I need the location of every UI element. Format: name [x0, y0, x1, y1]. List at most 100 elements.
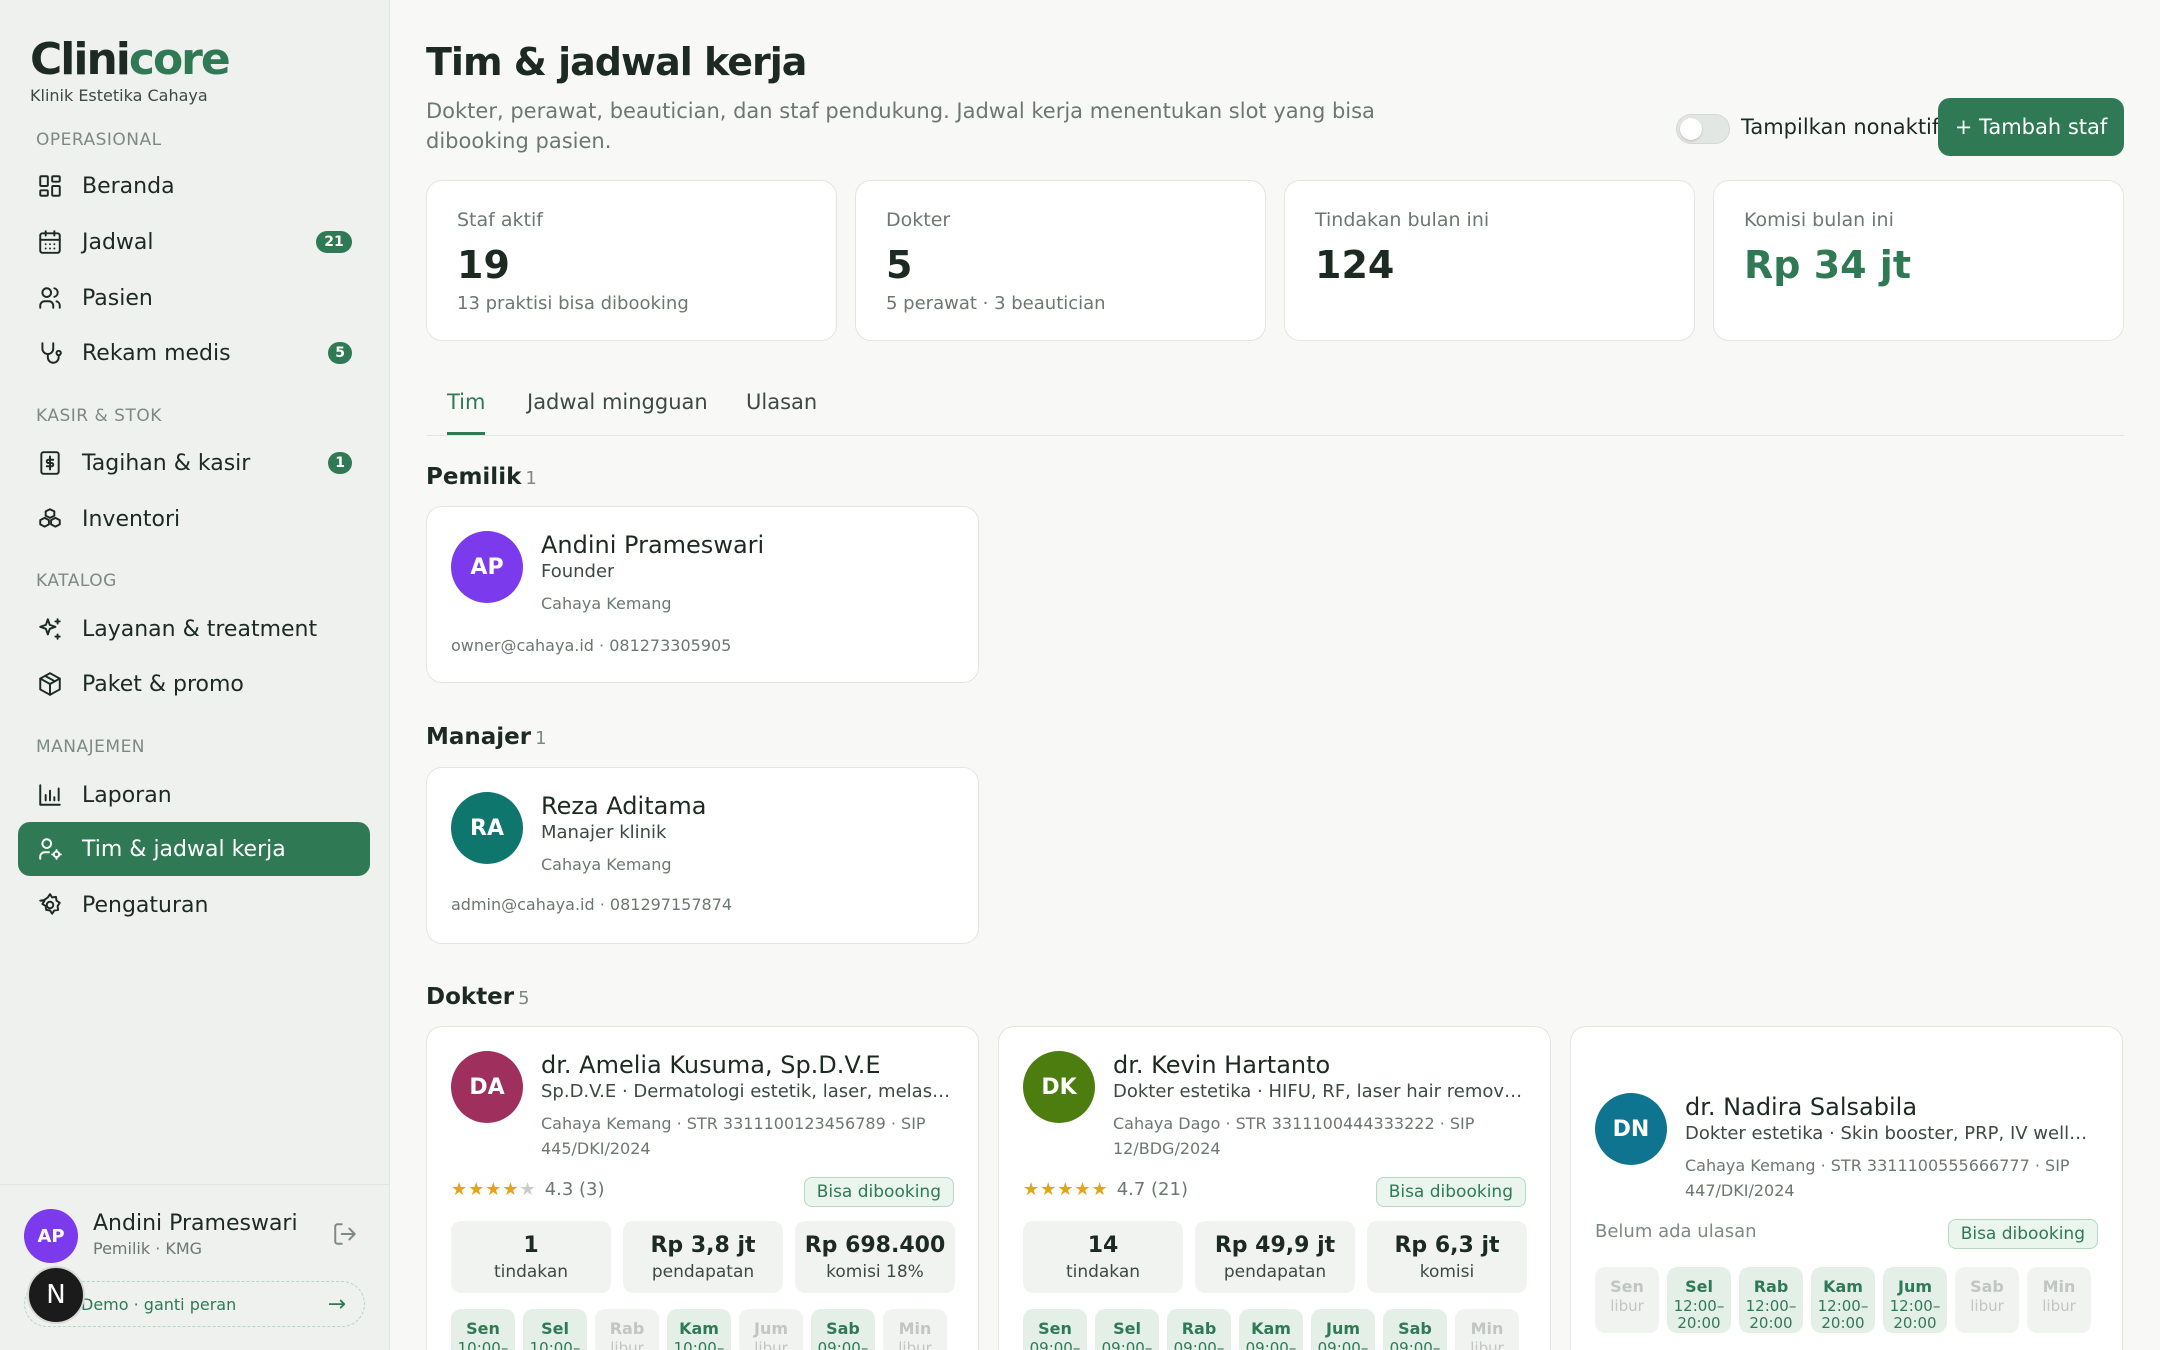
day-time: 10:00–	[529, 1339, 581, 1350]
day-time: libur	[2042, 1297, 2076, 1315]
users-icon	[36, 284, 64, 312]
group-count: 1	[535, 728, 547, 749]
sidebar-item-label: Rekam medis	[82, 340, 231, 366]
metric-label: tindakan	[493, 1262, 569, 1282]
sidebar-item-tagihan[interactable]: Tagihan & kasir 1	[18, 436, 370, 490]
page-title: Tim & jadwal kerja	[426, 40, 807, 84]
day-name: Min	[2042, 1277, 2076, 1296]
day-time: 09:00–	[817, 1339, 869, 1350]
brand-logo[interactable]: Clinicore	[30, 34, 231, 85]
day-time: 12:00–20:00	[1673, 1297, 1725, 1332]
metric-value: 1	[523, 1233, 539, 1258]
tab-jadwal-mingguan[interactable]: Jadwal mingguan	[527, 390, 708, 414]
schedule-day: Rab libur	[595, 1309, 659, 1350]
staff-name: dr. Nadira Salsabila	[1685, 1093, 1918, 1121]
sidebar-item-rekam-medis[interactable]: Rekam medis 5	[18, 326, 370, 380]
group-title-text: Manajer	[426, 724, 532, 750]
rating-stars: ★★★★★ 4.3 (3)	[451, 1179, 605, 1200]
day-time: 10:00–	[673, 1339, 725, 1350]
sidebar-item-pasien[interactable]: Pasien	[18, 271, 370, 325]
rating-stars: ★★★★★ 4.7 (21)	[1023, 1179, 1188, 1200]
schedule-day: Kam 10:00–	[667, 1309, 731, 1350]
user-name: Andini Prameswari	[93, 1211, 298, 1236]
sidebar-item-label: Tagihan & kasir	[82, 450, 251, 476]
day-name: Sel	[1113, 1319, 1141, 1338]
stat-sub: 13 praktisi bisa dibooking	[457, 293, 689, 314]
logout-icon[interactable]	[332, 1221, 360, 1249]
sidebar-item-tim[interactable]: Tim & jadwal kerja	[18, 822, 370, 876]
tab-ulasan[interactable]: Ulasan	[746, 390, 818, 414]
staff-card-doctor[interactable]: DK dr. Kevin Hartanto Dokter estetika · …	[998, 1026, 1551, 1350]
staff-card-doctor[interactable]: DA dr. Amelia Kusuma, Sp.D.V.E Sp.D.V.E …	[426, 1026, 979, 1350]
schedule-day: Sab 09:00–	[1383, 1309, 1447, 1350]
metric-tindakan: 1 tindakan	[451, 1221, 611, 1293]
show-inactive-toggle[interactable]	[1676, 114, 1730, 144]
staff-name: Reza Aditama	[541, 792, 707, 820]
sidebar-item-label: Tim & jadwal kerja	[82, 836, 286, 862]
schedule-day: Rab 09:00–	[1167, 1309, 1231, 1350]
stat-value: Rp 34 jt	[1744, 243, 1911, 287]
sidebar-item-jadwal[interactable]: Jadwal 21	[18, 215, 370, 269]
day-time: 12:00–20:00	[1745, 1297, 1797, 1332]
avatar[interactable]: AP	[24, 1209, 78, 1263]
add-staff-button[interactable]: + Tambah staf	[1938, 98, 2124, 156]
day-name: Sel	[1685, 1277, 1713, 1296]
bar-chart-icon	[36, 781, 64, 809]
tab-tim[interactable]: Tim	[447, 390, 486, 435]
metric-value: 14	[1087, 1233, 1119, 1258]
n-badge[interactable]: N	[27, 1266, 85, 1324]
stethoscope-icon	[36, 339, 64, 367]
switch-role-label: Demo · ganti peran	[81, 1294, 237, 1314]
avatar: DK	[1023, 1051, 1095, 1123]
day-name: Rab	[1181, 1319, 1217, 1338]
day-name: Min	[898, 1319, 932, 1338]
staff-name: Andini Prameswari	[541, 531, 765, 559]
sidebar-item-label: Paket & promo	[82, 671, 244, 697]
day-time: 09:00–	[1101, 1339, 1153, 1350]
avatar: AP	[451, 531, 523, 603]
schedule-day: Kam 09:00–	[1239, 1309, 1303, 1350]
staff-card-manager[interactable]: RA Reza Aditama Manajer klinik Cahaya Ke…	[426, 767, 979, 944]
day-time: 09:00–	[1245, 1339, 1297, 1350]
sidebar-item-beranda[interactable]: Beranda	[18, 159, 370, 213]
group-title-doctor: Dokter 5	[426, 984, 530, 1010]
staff-card-doctor[interactable]: DN dr. Nadira Salsabila Dokter estetika …	[1570, 1026, 2123, 1350]
sidebar-item-inventori[interactable]: Inventori	[18, 492, 370, 546]
staff-role: Manajer klinik	[541, 822, 667, 843]
day-name: Sab	[826, 1319, 860, 1338]
sidebar-item-laporan[interactable]: Laporan	[18, 768, 370, 822]
sidebar-item-label: Inventori	[82, 506, 181, 532]
clinic-name: Klinik Estetika Cahaya	[30, 86, 208, 105]
star-empty-icon: ★	[519, 1179, 537, 1200]
avatar: DN	[1595, 1093, 1667, 1165]
sidebar-item-paket[interactable]: Paket & promo	[18, 657, 370, 711]
metric-label: pendapatan	[1223, 1262, 1327, 1282]
day-time: libur	[898, 1339, 932, 1350]
day-time: libur	[1610, 1297, 1644, 1315]
boxes-icon	[36, 505, 64, 533]
metric-value: Rp 6,3 jt	[1394, 1233, 1500, 1258]
metric-value: Rp 698.400	[804, 1233, 946, 1258]
nav-section-manajemen: MANAJEMEN	[36, 737, 146, 757]
stat-sub: 5 perawat · 3 beautician	[886, 293, 1106, 314]
day-name: Kam	[1251, 1319, 1291, 1338]
switch-role-button[interactable]: Demo · ganti peran →	[24, 1281, 365, 1327]
staff-role: Founder	[541, 561, 615, 582]
day-time: 09:00–	[1173, 1339, 1225, 1350]
brand-name-a: Clini	[30, 34, 131, 85]
day-time: 09:00–	[1389, 1339, 1441, 1350]
page-description: Dokter, perawat, beautician, dan staf pe…	[426, 99, 1375, 153]
day-time: libur	[1970, 1297, 2004, 1315]
stat-value: 5	[886, 243, 913, 287]
sidebar-item-layanan[interactable]: Layanan & treatment	[18, 602, 370, 656]
sidebar-item-pengaturan[interactable]: Pengaturan	[18, 878, 370, 932]
day-name: Kam	[1823, 1277, 1863, 1296]
gear-icon	[36, 891, 64, 919]
staff-card-owner[interactable]: AP Andini Prameswari Founder Cahaya Kema…	[426, 506, 979, 683]
sidebar-item-label: Layanan & treatment	[82, 616, 318, 642]
group-title-manager: Manajer 1	[426, 724, 547, 750]
day-name: Jum	[1897, 1277, 1932, 1296]
schedule-day: Sel 10:00–	[523, 1309, 587, 1350]
stat-value: 124	[1315, 243, 1395, 287]
stat-label: Staf aktif	[457, 209, 543, 231]
